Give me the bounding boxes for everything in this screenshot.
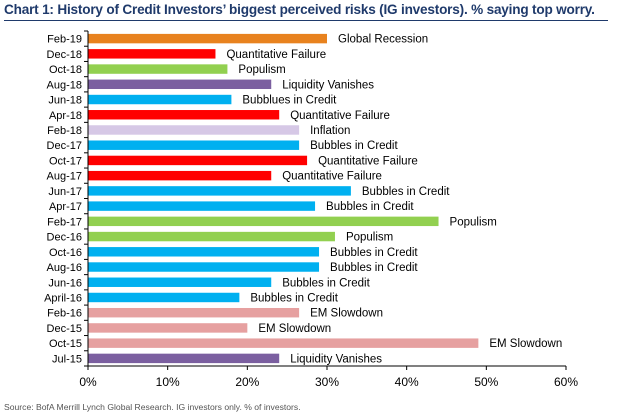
axes-group: 0% 10% 20% 30% 40% 50% 60% (79, 30, 578, 389)
category-label: Apr-18 (49, 110, 82, 122)
category-label: Feb-19 (47, 34, 82, 46)
bar-label: Bubblues in Credit (242, 95, 337, 107)
bar (88, 323, 248, 333)
bar (88, 155, 308, 166)
category-label: Feb-16 (47, 308, 82, 320)
bar (88, 353, 280, 364)
bar (88, 262, 320, 272)
category-label: Dec-16 (47, 232, 82, 244)
bar (88, 201, 316, 211)
bar-chart: Feb-19 Dec-18 Oct-18 Aug-18 Jun-18 Apr-18 Feb-… (44, 30, 578, 389)
bar (88, 231, 335, 242)
bar (88, 33, 327, 44)
bar (88, 292, 240, 303)
x-tick-label: 10% (156, 375, 180, 389)
category-labels-group: Feb-19 Dec-18 Oct-18 Aug-18 Jun-18 Apr-18 Feb-… (44, 34, 82, 366)
category-label: Jul-15 (52, 353, 82, 365)
bar-label: Quantitative Failure (290, 110, 390, 122)
bar (88, 79, 272, 90)
x-tick-label: 60% (554, 375, 578, 389)
bar (88, 277, 272, 287)
bar-label: Bubbles in Credit (250, 292, 338, 304)
bar (88, 140, 300, 150)
bar (88, 216, 439, 227)
bar (88, 49, 216, 59)
bar-label: Bubbles in Credit (326, 201, 414, 213)
bar-label: Bubbles in Credit (282, 277, 370, 289)
bar-label: EM Slowdown (489, 338, 562, 350)
bar-label: Populism (450, 216, 497, 228)
bar-label: Global Recession (338, 34, 428, 46)
category-label: April-16 (44, 292, 82, 304)
bar-label: Quantitative Failure (226, 49, 326, 61)
category-label: Aug-18 (47, 79, 82, 91)
bar-label: Quantitative Failure (282, 171, 382, 183)
bar (88, 110, 280, 120)
x-tick-label: 0% (79, 375, 97, 389)
bar-label: EM Slowdown (310, 308, 383, 320)
category-label: Jun-17 (48, 186, 82, 198)
bar-label: Bubbles in Credit (310, 140, 398, 152)
category-label: Oct-18 (49, 64, 82, 76)
x-tick-label: 20% (235, 375, 259, 389)
bar (88, 186, 351, 196)
bar-label: Liquidity Vanishes (282, 79, 374, 91)
category-label: Apr-17 (49, 201, 82, 213)
bar-label: EM Slowdown (258, 323, 331, 335)
x-tick-label: 30% (315, 375, 339, 389)
chart-title: Chart 1: History of Credit Investors’ bi… (4, 2, 595, 17)
bar-label: Populism (238, 64, 285, 76)
bar (88, 94, 232, 105)
category-label: Jun-16 (48, 277, 82, 289)
bar (88, 338, 479, 348)
bars-group (88, 33, 479, 364)
category-label: Feb-18 (47, 125, 82, 137)
bar-label: Liquidity Vanishes (290, 353, 382, 365)
title-underline (4, 20, 608, 21)
category-label: Aug-16 (47, 262, 82, 274)
x-tick-label: 40% (395, 375, 419, 389)
category-label: Feb-17 (47, 216, 82, 228)
x-tick-label: 50% (474, 375, 498, 389)
category-label: Dec-15 (47, 323, 82, 335)
bar (88, 170, 272, 181)
bar-label: Bubbles in Credit (330, 247, 418, 259)
category-label: Oct-17 (49, 155, 82, 167)
bar-label: Bubbles in Credit (362, 186, 450, 198)
category-label: Aug-17 (47, 171, 82, 183)
bar-label: Quantitative Failure (318, 155, 418, 167)
bar-label: Populism (346, 232, 393, 244)
bar-label: Inflation (310, 125, 350, 137)
bar-labels-group: Global Recession Quantitative Failure Popu… (226, 34, 562, 366)
bar (88, 307, 300, 318)
bar (88, 125, 300, 135)
category-label: Oct-15 (49, 338, 82, 350)
category-label: Oct-16 (49, 247, 82, 259)
category-label: Dec-18 (47, 49, 82, 61)
bar (88, 64, 228, 74)
bar-label: Bubbles in Credit (330, 262, 418, 274)
category-label: Dec-17 (47, 140, 82, 152)
bar (88, 247, 320, 257)
category-label: Jun-18 (48, 95, 82, 107)
source-note: Source: BofA Merrill Lynch Global Resear… (4, 402, 301, 412)
